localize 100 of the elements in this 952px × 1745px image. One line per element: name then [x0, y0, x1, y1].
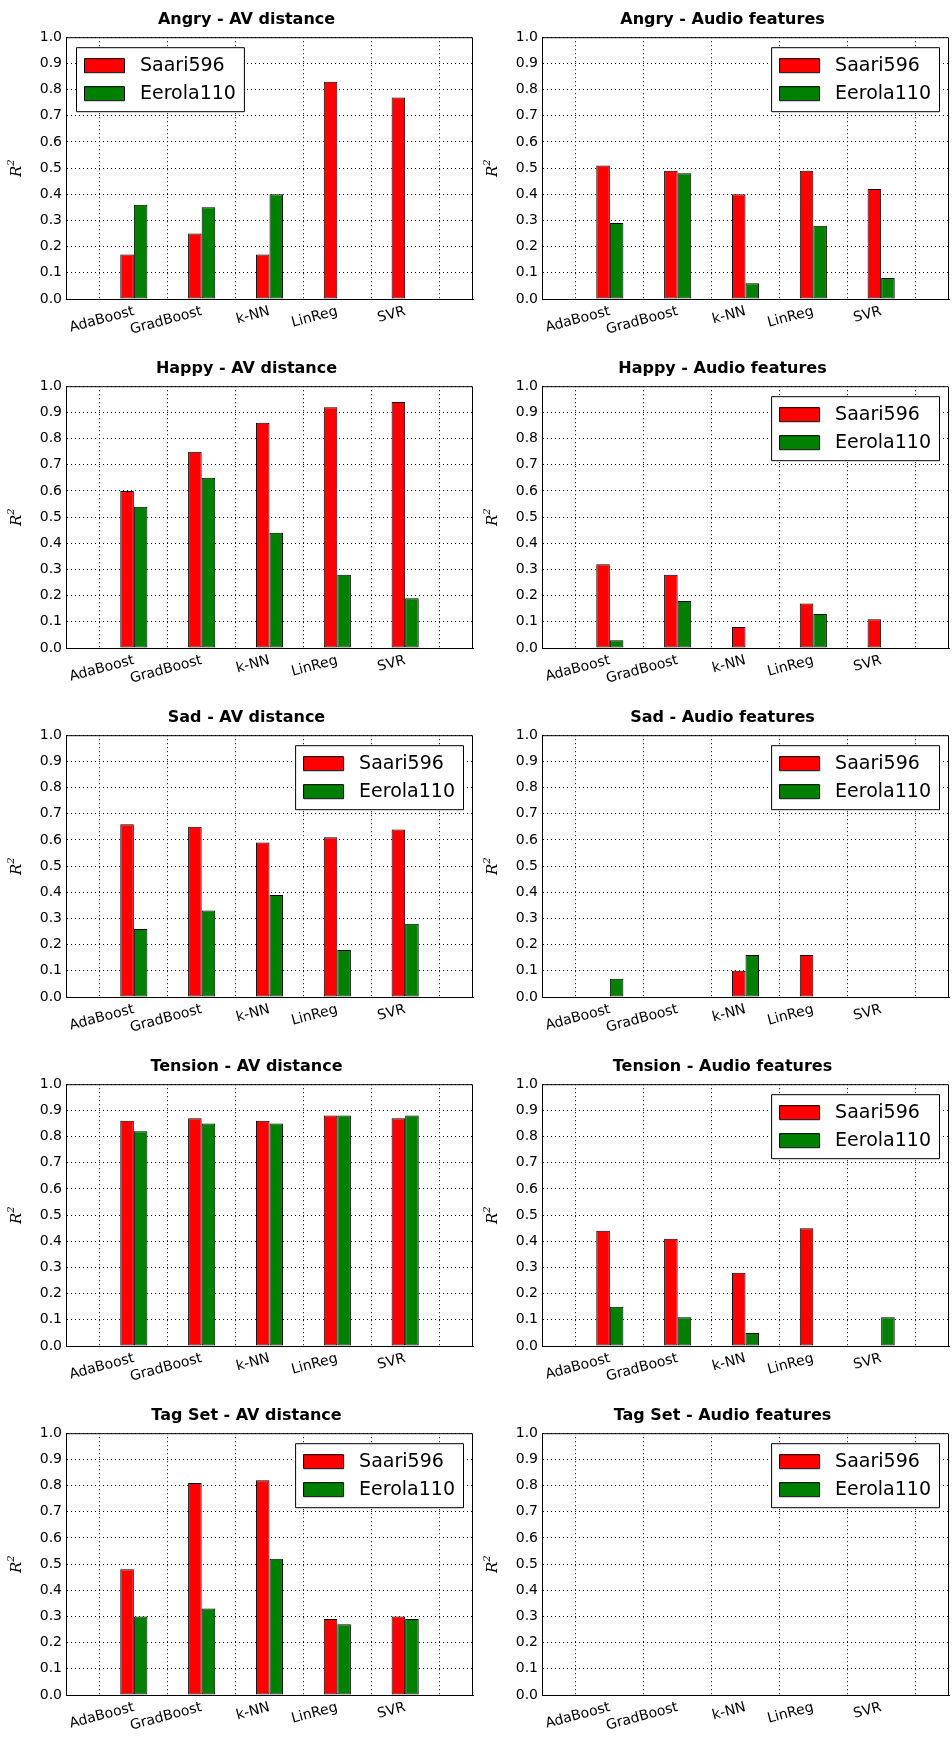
y-tick-label: 0.0 [515, 289, 538, 306]
legend-label: Saari596 [835, 1100, 920, 1123]
y-tick-label: 1.0 [39, 725, 62, 742]
y-tick-label: 0.8 [39, 429, 62, 446]
legend-label: Saari596 [835, 53, 920, 76]
y-tick-label: 0.4 [39, 1580, 63, 1597]
x-tick-label: SVR [851, 651, 884, 674]
y-tick-label: 0.1 [515, 263, 538, 280]
y-tick-label: 0.0 [39, 1336, 62, 1353]
x-tick-label: SVR [375, 1000, 408, 1023]
y-tick-label: 0.4 [515, 882, 539, 899]
y-tick-label: 0.2 [39, 1284, 62, 1301]
y-tick-label: 0.7 [515, 455, 538, 472]
y-tick-label: 0.7 [515, 106, 538, 123]
y-tick-label: 0.3 [515, 560, 538, 577]
y-tick-label: 0.0 [515, 638, 538, 655]
y-tick-label: 0.7 [39, 1153, 62, 1170]
y-tick-label: 0.9 [515, 1101, 538, 1118]
chart-title: Sad - AV distance [167, 706, 326, 726]
y-tick-label: 0.2 [39, 935, 62, 952]
y-tick-label: 0.3 [515, 1258, 538, 1275]
y-tick-label: 0.6 [515, 132, 539, 149]
y-tick-label: 0.9 [515, 752, 538, 769]
x-tick-label: LinReg [289, 651, 340, 679]
y-tick-label: 0.5 [39, 507, 62, 524]
y-tick-label: 0.2 [39, 586, 62, 603]
y-tick-label: 0.9 [515, 403, 538, 420]
y-tick-label: 0.9 [39, 752, 62, 769]
y-tick-label: 0.4 [39, 533, 63, 550]
x-tick-label: LinReg [289, 1000, 340, 1028]
y-tick-label: 0.8 [515, 778, 538, 795]
y-tick-label: 0.1 [39, 1310, 62, 1327]
chart-title: Tag Set - Audio features [613, 1404, 832, 1424]
x-tick-label: LinReg [765, 1698, 816, 1726]
y-tick-label: 0.8 [515, 1476, 538, 1493]
y-axis-title: R2 [481, 1555, 501, 1574]
y-axis-title: R2 [5, 1555, 25, 1574]
x-tick-label: k-NN [710, 1000, 748, 1025]
y-tick-label: 0.1 [515, 961, 538, 978]
y-tick-label: 0.5 [39, 158, 62, 175]
legend-label: Eerola110 [140, 81, 236, 104]
chart-title: Angry - Audio features [620, 8, 825, 28]
y-tick-label: 0.8 [39, 778, 62, 795]
y-tick-label: 0.0 [515, 1336, 538, 1353]
legend-label: Eerola110 [835, 430, 932, 453]
y-tick-label: 1.0 [39, 376, 62, 393]
y-tick-label: 0.6 [515, 481, 539, 498]
x-tick-label: LinReg [289, 302, 340, 330]
x-tick-label: LinReg [765, 1349, 816, 1377]
y-tick-label: 0.2 [515, 586, 538, 603]
y-tick-label: 0.6 [515, 830, 539, 847]
y-tick-label: 0.6 [39, 1179, 63, 1196]
y-tick-label: 0.8 [515, 1127, 538, 1144]
chart-title: Tag Set - AV distance [151, 1404, 342, 1424]
y-tick-label: 0.3 [515, 211, 538, 228]
chart-title: Angry - AV distance [157, 8, 336, 28]
x-tick-label: SVR [375, 302, 408, 325]
legend-label: Eerola110 [835, 1128, 932, 1151]
y-tick-label: 1.0 [39, 27, 62, 44]
y-tick-label: 0.8 [39, 1476, 62, 1493]
x-tick-label: k-NN [234, 1349, 272, 1374]
chart-title: Happy - Audio features [618, 357, 827, 377]
y-tick-label: 0.6 [39, 1528, 63, 1545]
y-tick-label: 0.9 [39, 54, 62, 71]
y-tick-label: 0.4 [39, 184, 63, 201]
x-tick-label: k-NN [710, 651, 748, 676]
legend-label: Saari596 [359, 751, 444, 774]
y-tick-label: 0.8 [39, 1127, 62, 1144]
x-tick-label: LinReg [289, 1698, 340, 1726]
x-tick-label: k-NN [234, 1000, 272, 1025]
y-tick-label: 0.6 [39, 830, 63, 847]
y-tick-label: 0.5 [39, 1554, 62, 1571]
y-tick-label: 1.0 [39, 1074, 62, 1091]
y-tick-label: 0.3 [515, 909, 538, 926]
x-tick-label: LinReg [765, 651, 816, 679]
y-tick-label: 0.2 [39, 1633, 62, 1650]
y-axis-title: R2 [5, 508, 25, 527]
y-tick-label: 1.0 [515, 27, 538, 44]
x-tick-label: LinReg [765, 1000, 816, 1028]
legend-label: Saari596 [140, 53, 225, 76]
y-tick-label: 0.8 [515, 80, 538, 97]
x-tick-label: k-NN [234, 302, 272, 327]
legend-label: Eerola110 [359, 1477, 456, 1500]
legend-label: Saari596 [835, 1449, 920, 1472]
chart-title: Happy - AV distance [155, 357, 338, 377]
y-tick-label: 0.1 [39, 1659, 62, 1676]
y-tick-label: 0.1 [39, 961, 62, 978]
y-tick-label: 0.4 [39, 1231, 63, 1248]
y-tick-label: 0.7 [39, 455, 62, 472]
y-tick-label: 0.5 [39, 1205, 62, 1222]
y-tick-label: 1.0 [515, 725, 538, 742]
x-tick-label: LinReg [765, 302, 816, 330]
y-tick-label: 0.2 [515, 1633, 538, 1650]
y-tick-label: 0.1 [515, 1659, 538, 1676]
legend-label: Eerola110 [359, 779, 456, 802]
y-tick-label: 1.0 [515, 376, 538, 393]
x-tick-label: k-NN [710, 302, 748, 327]
y-tick-label: 0.6 [39, 481, 63, 498]
y-tick-label: 0.5 [515, 1205, 538, 1222]
x-tick-label: k-NN [234, 1698, 272, 1723]
